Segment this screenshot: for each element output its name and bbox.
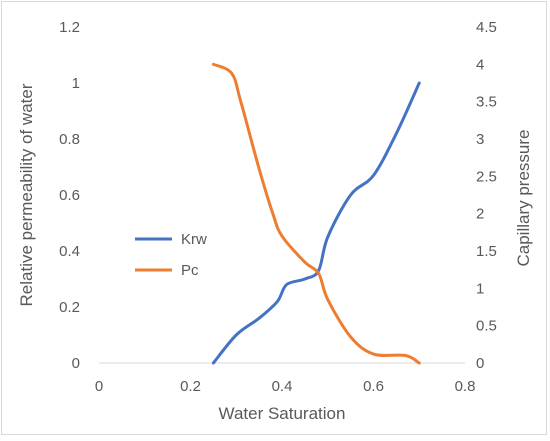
y2-tick-label: 0.5 xyxy=(476,318,497,335)
chart-frame: 0 0.2 0.4 0.6 0.8 0 0.2 0.4 0.6 0.8 1 1.2 0 0.5 1 1.5… xyxy=(1,1,547,435)
y-axis-title: Relative permeability of water xyxy=(17,83,36,306)
y2-tick-label: 3 xyxy=(476,131,484,148)
y2-tick-label: 0 xyxy=(476,355,484,372)
y2-axis-ticks: 0 0.5 1 1.5 2 2.5 3 3.5 4 4.5 xyxy=(476,19,497,372)
y-tick-label: 0 xyxy=(72,355,80,372)
x-tick-label: 0.6 xyxy=(363,378,384,395)
x-tick-label: 0.4 xyxy=(272,378,293,395)
legend-label-krw: Krw xyxy=(181,231,207,248)
y2-tick-label: 2 xyxy=(476,206,484,223)
legend-label-pc: Pc xyxy=(181,262,199,279)
y2-tick-label: 2.5 xyxy=(476,168,497,185)
series-group xyxy=(211,62,421,365)
y-tick-label: 0.4 xyxy=(59,243,80,260)
series-line-pc xyxy=(211,62,421,365)
legend: Krw Pc xyxy=(135,231,207,279)
x-tick-label: 0.8 xyxy=(455,378,476,395)
y2-axis-title: Capillary pressure xyxy=(514,130,533,267)
y2-tick-label: 1.5 xyxy=(476,243,497,260)
y2-tick-label: 4 xyxy=(476,56,484,73)
x-tick-label: 0 xyxy=(95,378,103,395)
x-tick-label: 0.2 xyxy=(180,378,201,395)
y-tick-label: 0.6 xyxy=(59,187,80,204)
series-line-krw xyxy=(211,81,421,365)
y-axis-ticks: 0 0.2 0.4 0.6 0.8 1 1.2 xyxy=(59,19,80,372)
y-tick-label: 1.2 xyxy=(59,19,80,36)
y2-tick-label: 3.5 xyxy=(476,94,497,111)
chart-svg: 0 0.2 0.4 0.6 0.8 0 0.2 0.4 0.6 0.8 1 1.2 0 0.5 1 1.5… xyxy=(17,19,533,423)
y2-tick-label: 1 xyxy=(476,280,484,297)
y-tick-label: 0.2 xyxy=(59,299,80,316)
x-axis-ticks: 0 0.2 0.4 0.6 0.8 xyxy=(95,378,476,395)
x-axis-title: Water Saturation xyxy=(219,404,346,423)
y2-tick-label: 4.5 xyxy=(476,19,497,36)
y-tick-label: 0.8 xyxy=(59,131,80,148)
y-tick-label: 1 xyxy=(72,75,80,92)
